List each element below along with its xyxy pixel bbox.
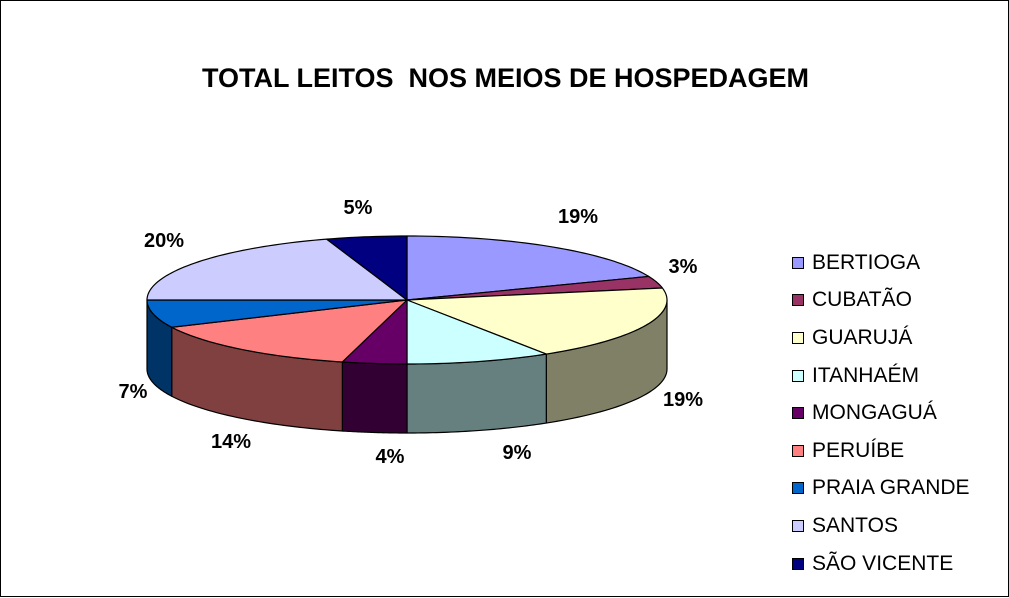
legend-swatch — [792, 331, 804, 344]
legend-item: BERTIOGA — [792, 244, 970, 282]
pie-slice-label: 19% — [663, 389, 703, 411]
legend-label: CUBATÃO — [812, 288, 912, 312]
legend-swatch — [792, 369, 804, 382]
pie-slice — [146, 299, 408, 328]
pie-slice-side — [341, 361, 408, 434]
pie-slice — [326, 235, 408, 301]
legend-label: SÃO VICENTE — [812, 551, 954, 575]
pie-slice — [406, 275, 663, 301]
legend-label: ITANHAÉM — [812, 363, 919, 387]
pie-slice-label: 4% — [376, 446, 405, 468]
legend-swatch — [792, 256, 804, 269]
pie-slice-label: 20% — [144, 230, 184, 252]
legend-item: SANTOS — [792, 507, 970, 545]
pie-slice-label: 7% — [119, 381, 148, 403]
pie-slice-label: 3% — [669, 256, 698, 278]
legend-label: GUARUJÁ — [812, 325, 913, 349]
legend-item: GUARUJÁ — [792, 319, 970, 357]
pie-slice-side — [406, 353, 547, 434]
legend-label: PRAIA GRANDE — [812, 476, 970, 500]
legend-swatch — [792, 557, 804, 570]
legend-label: PERUÍBE — [812, 438, 905, 462]
legend-label: SANTOS — [812, 513, 898, 537]
legend-item: MONGAGUÁ — [792, 394, 970, 432]
legend-item: CUBATÃO — [792, 282, 970, 320]
legend-item: ITANHAÉM — [792, 357, 970, 395]
legend-swatch — [792, 407, 804, 420]
legend-swatch — [792, 444, 804, 457]
pie-slice — [146, 238, 408, 301]
legend-item: PRAIA GRANDE — [792, 470, 970, 508]
pie-slice — [406, 235, 650, 301]
legend-item: PERUÍBE — [792, 432, 970, 470]
legend-swatch — [792, 519, 804, 532]
pie-slice — [171, 299, 408, 363]
pie-slice — [406, 299, 547, 365]
legend-label: BERTIOGA — [812, 250, 921, 274]
pie-slice-label: 5% — [344, 197, 373, 219]
chart-legend: BERTIOGA CUBATÃO GUARUJÁ ITANHAÉM MONGAGUÁ PE… — [792, 244, 970, 582]
pie-slice-label: 9% — [503, 442, 532, 464]
pie-tops — [146, 235, 668, 365]
chart-title: TOTAL LEITOS NOS MEIOS DE HOSPEDAGEM — [201, 63, 810, 93]
pie-slice-label: 14% — [211, 431, 251, 453]
legend-swatch — [792, 482, 804, 495]
legend-swatch — [792, 294, 804, 307]
pie-slice — [406, 287, 668, 355]
legend-item: SÃO VICENTE — [792, 545, 970, 583]
pie-slice-label: 19% — [558, 206, 598, 228]
legend-label: MONGAGUÁ — [812, 401, 937, 425]
